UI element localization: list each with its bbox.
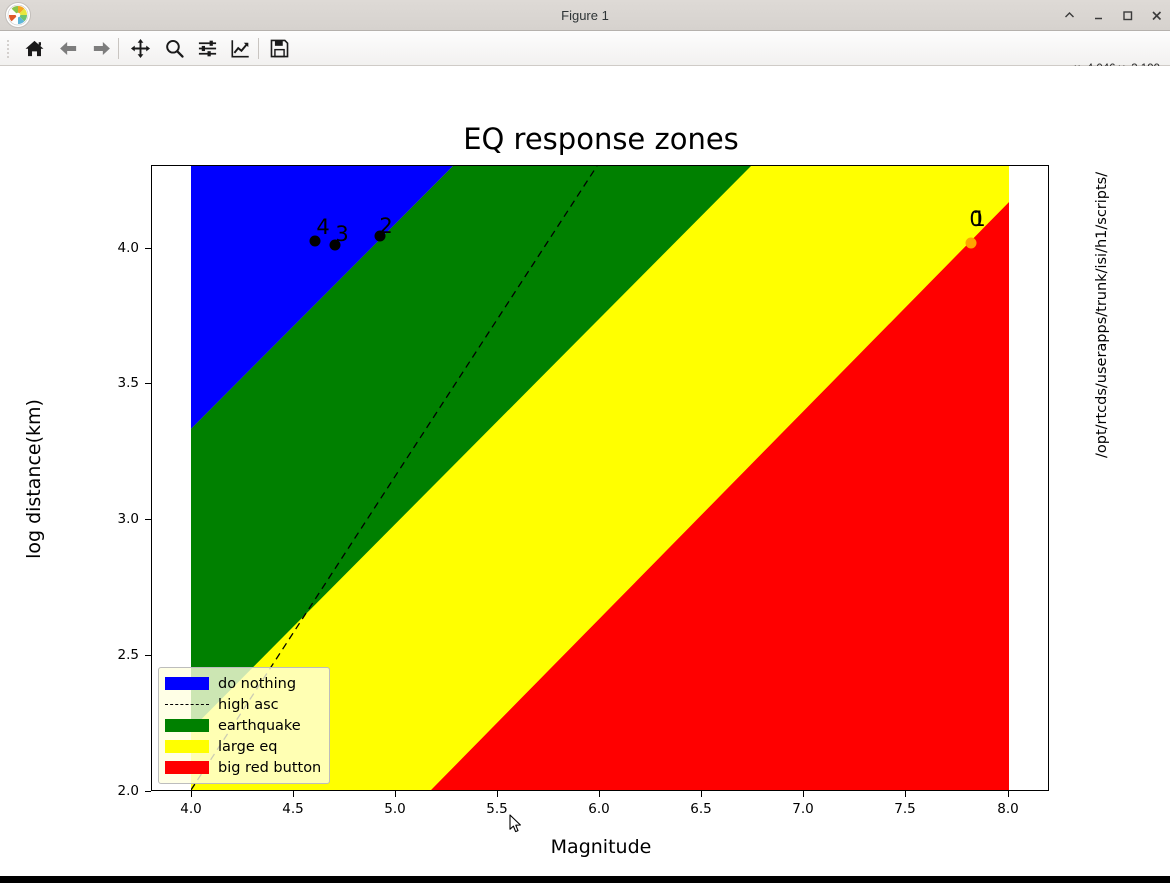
legend-label-high-asc: high asc — [218, 696, 279, 713]
data-point-label-2: 2 — [379, 214, 393, 238]
ytick-2 — [145, 519, 151, 520]
xtick-label-3: 5.5 — [486, 801, 508, 817]
minimize-button[interactable] — [1091, 8, 1106, 23]
data-point-label-4: 4 — [316, 215, 330, 239]
configure-subplots-icon[interactable] — [193, 35, 221, 62]
xtick-6 — [803, 791, 804, 797]
toolbar-separator-2 — [258, 38, 259, 59]
legend-swatch-green — [165, 719, 209, 732]
ytick-label-1: 2.5 — [117, 647, 139, 663]
x-axis-label: Magnitude — [550, 836, 652, 858]
matplotlib-icon — [5, 2, 31, 28]
ytick-label-2: 3.0 — [117, 511, 139, 527]
pan-move-icon[interactable] — [126, 35, 154, 62]
chart-title: EQ response zones — [463, 122, 739, 156]
ytick-3 — [145, 383, 151, 384]
xtick-0 — [191, 791, 192, 797]
edit-axis-curve-icon[interactable] — [226, 35, 254, 62]
legend-label-earthquake: earthquake — [218, 717, 301, 734]
legend-label-big-red-button: big red button — [218, 759, 322, 776]
ytick-label-0: 2.0 — [117, 783, 139, 799]
data-point-label-3: 3 — [335, 222, 349, 246]
xtick-label-2: 5.0 — [384, 801, 406, 817]
forward-arrow-icon[interactable] — [87, 35, 115, 62]
save-floppy-icon[interactable] — [265, 35, 293, 62]
legend-item-do-nothing: do nothing — [165, 673, 321, 694]
legend-item-large-eq: large eq — [165, 736, 321, 757]
ytick-1 — [145, 655, 151, 656]
plot-axes[interactable]: EQ response zones — [23, 122, 1049, 858]
home-icon[interactable] — [20, 35, 48, 62]
xtick-label-8: 8.0 — [997, 801, 1019, 817]
legend-swatch-blue — [165, 677, 209, 690]
legend-label-do-nothing: do nothing — [218, 675, 297, 692]
data-point-label-1: 1 — [972, 207, 986, 231]
xtick-label-6: 7.0 — [792, 801, 814, 817]
xtick-7 — [905, 791, 906, 797]
xtick-3 — [497, 791, 498, 797]
data-point-label-0: 0 — [969, 207, 983, 231]
xtick-5 — [701, 791, 702, 797]
zoom-magnifier-icon[interactable] — [160, 35, 188, 62]
close-button[interactable] — [1149, 8, 1164, 23]
xtick-4 — [599, 791, 600, 797]
response-zone-image — [191, 166, 1009, 790]
xtick-label-4: 6.0 — [588, 801, 610, 817]
xtick-label-7: 7.5 — [894, 801, 916, 817]
figure-canvas[interactable]: /opt/rtcds/userapps/trunk/isi/h1/scripts… — [0, 66, 1170, 876]
window-title: Figure 1 — [561, 8, 609, 23]
ytick-0 — [145, 791, 151, 792]
data-point-marker-4[interactable] — [309, 235, 321, 247]
ytick-4 — [145, 248, 151, 249]
legend-swatch-red — [165, 761, 209, 774]
xtick-label-0: 4.0 — [180, 801, 202, 817]
zone-bands — [191, 166, 1009, 790]
data-point-marker-3[interactable] — [329, 239, 341, 251]
window-titlebar: Figure 1 — [0, 0, 1170, 31]
xtick-8 — [1008, 791, 1009, 797]
toolbar-drag-handle[interactable] — [6, 39, 10, 59]
legend-dashed-line-icon — [165, 698, 209, 711]
legend-item-big-red-button: big red button — [165, 757, 321, 778]
xtick-label-1: 4.5 — [282, 801, 304, 817]
legend-item-earthquake: earthquake — [165, 715, 321, 736]
maximize-button[interactable] — [1120, 8, 1135, 23]
navigation-toolbar: x=4.046 y=3.199 — [0, 31, 1170, 75]
back-arrow-icon[interactable] — [54, 35, 82, 62]
shade-button[interactable] — [1062, 8, 1077, 23]
toolbar-separator-1 — [118, 38, 119, 59]
ytick-label-3: 3.5 — [117, 375, 139, 391]
xtick-1 — [293, 791, 294, 797]
legend-item-high-asc: high asc — [165, 694, 321, 715]
data-point-marker-0[interactable] — [965, 237, 977, 249]
data-point-marker-2[interactable] — [374, 230, 386, 242]
window-controls — [1062, 0, 1164, 31]
xtick-2 — [395, 791, 396, 797]
mouse-pointer — [509, 814, 523, 834]
y-axis-label: log distance(km) — [23, 399, 45, 559]
ytick-label-4: 4.0 — [117, 240, 139, 256]
script-path-annotation: /opt/rtcds/userapps/trunk/isi/h1/scripts… — [1094, 171, 1110, 458]
chart-legend[interactable]: do nothing high asc earthquake large eq … — [158, 667, 331, 784]
xtick-label-5: 6.5 — [690, 801, 712, 817]
legend-label-large-eq: large eq — [218, 738, 278, 755]
legend-swatch-yellow — [165, 740, 209, 753]
